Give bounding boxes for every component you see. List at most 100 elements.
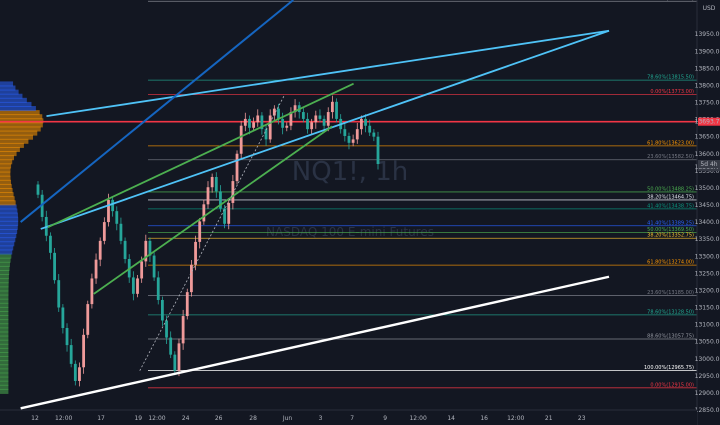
candle-body xyxy=(136,278,139,294)
volume-profile-bar xyxy=(0,155,15,161)
volume-profile-bar xyxy=(0,286,9,292)
price-tick-label: 13900.00 xyxy=(695,48,720,55)
time-tick-label: 14 xyxy=(447,415,455,422)
price-tick-label: 13800.00 xyxy=(695,82,720,89)
volume-profile-bar xyxy=(0,220,19,226)
volume-profile-bar xyxy=(0,315,9,321)
candle-body xyxy=(69,345,73,364)
time-tick-label: 7 xyxy=(350,415,354,422)
volume-profile-bar xyxy=(0,159,13,165)
volume-profile-bar xyxy=(0,302,9,308)
candle-body xyxy=(264,129,268,140)
time-tick-label: 19 xyxy=(134,415,142,422)
volume-profile-bar xyxy=(0,360,9,366)
time-tick-label: 12:00 xyxy=(507,415,524,422)
candle-body xyxy=(177,343,181,371)
candle-body xyxy=(90,278,94,305)
candle-body xyxy=(102,222,106,241)
price-tick-label: 13100.00 xyxy=(695,322,720,329)
volume-profile-bar xyxy=(0,134,34,140)
candle-body xyxy=(107,199,110,223)
candle-body xyxy=(372,132,376,137)
price-tick-label: 13550.00 xyxy=(695,168,720,175)
candle-body xyxy=(368,125,372,133)
fib-label: 61.80%(13623.00) xyxy=(647,140,694,146)
fib-label: 50.00%(13488.25) xyxy=(647,186,694,192)
candle-body xyxy=(202,204,206,222)
time-tick-label: 12 xyxy=(31,415,39,422)
trendline-blue-upper xyxy=(46,29,610,118)
volume-profile-bar xyxy=(0,368,9,374)
candle-body xyxy=(82,334,86,368)
volume-profile-bar xyxy=(0,347,9,353)
price-tick-label: 13000.00 xyxy=(695,356,720,363)
time-axis-bg xyxy=(0,410,697,425)
candle-body xyxy=(148,240,152,256)
candle-body xyxy=(260,115,264,130)
candle-body xyxy=(65,328,69,346)
trendline-white-support xyxy=(20,275,610,410)
candle-body xyxy=(78,367,81,381)
candle-body xyxy=(335,101,338,119)
volume-profile-bar xyxy=(0,249,13,255)
candle-body xyxy=(239,125,243,154)
volume-profile-bar xyxy=(0,167,11,173)
volume-profile-bar xyxy=(0,331,9,337)
candle-body xyxy=(53,252,56,281)
volume-profile-bar xyxy=(0,290,9,296)
volume-profile-bar xyxy=(0,147,20,153)
fib-label: 41.40%(13438.75) xyxy=(647,203,694,209)
time-tick-label: 24 xyxy=(182,415,190,422)
fib-label: 100.00%(12965.75) xyxy=(644,365,694,371)
fib-label: 38.20%(13352.75) xyxy=(647,233,694,239)
volume-profile-bar xyxy=(0,327,9,333)
time-axis[interactable]: 12 12:00 17 19 12:00 24 26 28 Jun 3 7 9 12:00 14 16 12:… xyxy=(31,415,586,422)
time-tick-label: Jun xyxy=(282,415,293,422)
candle-body xyxy=(98,240,102,260)
candle-body xyxy=(364,118,367,126)
volume-profile-bar xyxy=(0,97,27,103)
volume-profile-bar xyxy=(0,306,9,312)
price-tick-label: 13350.00 xyxy=(695,236,720,243)
volume-profile-bar xyxy=(0,311,9,317)
volume-profile-bar xyxy=(0,118,44,124)
fib-label: 23.60%(13582.50) xyxy=(647,154,694,160)
candle-body xyxy=(210,176,214,188)
volume-profile-bar xyxy=(0,114,43,120)
candle-body xyxy=(285,125,289,128)
trendline-blue-diagonal xyxy=(20,0,294,223)
volume-profile-bar xyxy=(0,101,32,107)
time-tick-label: 12:00 xyxy=(409,415,426,422)
candle-body xyxy=(140,261,144,279)
volume-profile-bar xyxy=(0,171,11,177)
candle-body xyxy=(293,105,297,113)
volume-profile-bar xyxy=(0,208,18,214)
candle-body xyxy=(152,255,156,278)
volume-profile-bar xyxy=(0,356,9,362)
volume-profile-bar xyxy=(0,188,13,194)
volume-profile-bar xyxy=(0,130,38,136)
volume-profile-bar xyxy=(0,278,9,284)
time-tick-label: 21 xyxy=(545,415,553,422)
candle-body xyxy=(73,363,77,381)
candle-body xyxy=(326,112,330,126)
volume-profile-bar xyxy=(0,282,9,288)
price-label-box xyxy=(698,160,720,168)
volume-profile-bar xyxy=(0,245,14,251)
fib-label: 41.40%(13389.25) xyxy=(647,220,694,226)
candle-body xyxy=(198,221,202,242)
volume-profile-bar xyxy=(0,126,41,132)
volume-profile-bar xyxy=(0,110,40,116)
price-axis[interactable]: 12850.00 12900.00 12950.00 13000.00 13050.00… xyxy=(695,31,720,414)
price-axis-bg xyxy=(697,0,720,425)
fib-label: 50.00%(13369.50) xyxy=(647,227,694,233)
candle-body xyxy=(306,118,309,130)
candle-body xyxy=(235,153,239,182)
volume-profile xyxy=(0,81,44,394)
candle-body xyxy=(351,139,355,143)
volume-profile-bar xyxy=(0,151,17,157)
volume-profile-bar xyxy=(0,265,10,271)
candle-body xyxy=(248,118,251,128)
